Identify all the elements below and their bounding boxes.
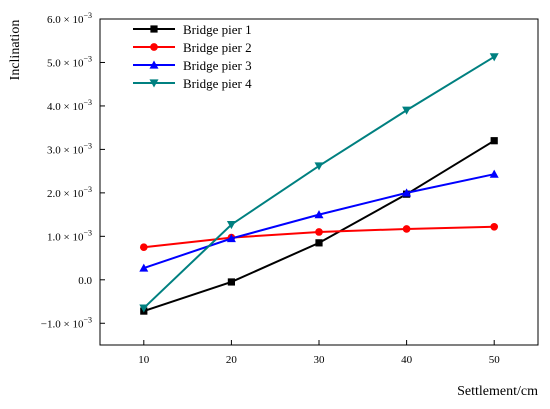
x-tick-label: 30 bbox=[314, 354, 326, 366]
data-point bbox=[490, 222, 499, 231]
data-point bbox=[490, 137, 498, 145]
series-2 bbox=[139, 222, 499, 252]
data-point bbox=[402, 225, 411, 233]
data-point bbox=[150, 25, 158, 33]
data-point bbox=[226, 234, 236, 243]
series-line bbox=[143, 55, 495, 309]
data-point bbox=[150, 43, 158, 51]
legend-label: Bridge pier 2 bbox=[183, 40, 252, 55]
series-layer bbox=[139, 53, 499, 315]
legend-item: Bridge pier 3 bbox=[133, 58, 252, 73]
legend-item: Bridge pier 1 bbox=[133, 22, 252, 37]
data-point bbox=[139, 263, 149, 272]
x-tick-label: 40 bbox=[401, 354, 413, 366]
data-point bbox=[149, 79, 159, 88]
y-tick-label: −1.0 × 10−3 bbox=[41, 315, 92, 330]
y-tick-label: 0.0 bbox=[78, 275, 92, 287]
y-axis-title: Inclination bbox=[8, 20, 23, 81]
y-tick-label: 4.0 × 10−3 bbox=[47, 98, 92, 113]
y-tick-label: 2.0 × 10−3 bbox=[47, 185, 92, 200]
data-point bbox=[226, 220, 236, 230]
series-4 bbox=[139, 53, 499, 313]
y-tick-label: 1.0 × 10−3 bbox=[47, 228, 92, 243]
legend-label: Bridge pier 4 bbox=[183, 76, 252, 91]
data-point bbox=[402, 188, 412, 197]
data-point bbox=[314, 162, 324, 171]
data-point bbox=[402, 106, 412, 115]
y-tick-label: 5.0 × 10−3 bbox=[47, 54, 92, 69]
series-line bbox=[143, 173, 495, 270]
data-point bbox=[149, 60, 159, 69]
legend-label: Bridge pier 3 bbox=[183, 58, 252, 73]
x-tick-label: 20 bbox=[226, 354, 238, 366]
series-3 bbox=[139, 169, 499, 272]
plot-frame bbox=[99, 18, 539, 346]
data-point bbox=[227, 278, 235, 286]
plot-border bbox=[99, 18, 539, 346]
x-tick-label: 50 bbox=[489, 354, 501, 366]
data-point bbox=[139, 304, 149, 313]
data-point bbox=[315, 239, 323, 247]
data-point bbox=[489, 53, 499, 62]
x-tick-label: 10 bbox=[138, 354, 150, 366]
data-point bbox=[139, 243, 148, 252]
y-tick-label: 6.0 × 10−3 bbox=[47, 11, 92, 26]
data-point bbox=[314, 210, 324, 219]
legend-item: Bridge pier 4 bbox=[133, 76, 252, 91]
data-point bbox=[315, 228, 323, 236]
x-axis-ticks: 10 20 30 40 50 bbox=[138, 340, 500, 366]
legend-item: Bridge pier 2 bbox=[133, 40, 252, 55]
x-axis-title: Settlement/cm bbox=[457, 384, 538, 399]
data-point bbox=[489, 169, 499, 178]
legend-label: Bridge pier 1 bbox=[183, 22, 252, 37]
y-tick-label: 3.0 × 10−3 bbox=[47, 141, 92, 156]
legend: Bridge pier 1 Bridge pier 2 Bridge pier 3 B… bbox=[133, 22, 252, 91]
y-axis-ticks: 6.0 × 10−3 5.0 × 10−3 4.0 × 10−3 3.0 × 10−3… bbox=[41, 11, 105, 330]
